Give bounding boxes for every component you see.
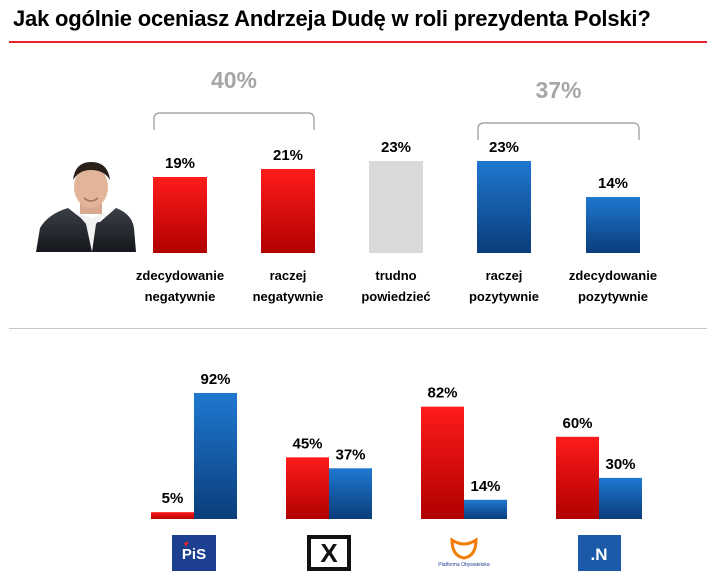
- party-value-label: 5%: [162, 490, 184, 507]
- rating-category-label: negatywnie: [145, 289, 216, 304]
- rating-category-label: zdecydowanie: [136, 268, 224, 283]
- chart-title: Jak ogólnie oceniasz Andrzeja Dudę w rol…: [13, 6, 651, 31]
- rating-value-label: 21%: [273, 147, 303, 164]
- rating-bar: [369, 161, 423, 253]
- kukiz-logo: X: [307, 535, 351, 571]
- rating-value-label: 23%: [489, 139, 519, 156]
- party-value-label: 60%: [562, 415, 592, 432]
- rating-category-label: pozytywnie: [578, 289, 648, 304]
- po-logo-mark: [450, 537, 478, 560]
- group-bracket: [153, 112, 315, 130]
- pis-logo-background: [172, 535, 216, 571]
- rating-category-label: pozytywnie: [469, 289, 539, 304]
- party-value-label: 82%: [427, 385, 457, 402]
- title-underline: [9, 41, 707, 43]
- nowoczesna-logo: .N: [578, 535, 621, 571]
- rating-bar: [586, 197, 640, 253]
- pis-logo-text: PiS: [182, 546, 206, 563]
- po-logo: Platforma Obywatelska: [438, 537, 490, 568]
- party-bar-negatywnie: [556, 436, 599, 519]
- rating-bar: [261, 169, 315, 253]
- party-bar-negatywnie: [286, 457, 329, 519]
- rating-category-label: negatywnie: [253, 289, 324, 304]
- group-total-label: 37%: [535, 77, 581, 103]
- kukiz-logo-text: X: [320, 538, 338, 568]
- pis-logo-accent: [184, 541, 189, 547]
- party-chart: 5% 92% 45% 37% 82% 14% 60% 30% PiS X Platforma Oby…: [151, 371, 642, 571]
- section-divider: [9, 328, 707, 329]
- party-value-label: 14%: [470, 478, 500, 495]
- rating-category-label: powiedzieć: [361, 289, 430, 304]
- rating-category-label: trudno: [375, 268, 416, 283]
- rating-category-label: raczej: [486, 268, 523, 283]
- rating-chart: 19% zdecydowanie negatywnie 21% raczej negaty…: [136, 67, 657, 304]
- group-bracket: [477, 122, 640, 140]
- rating-category-label: raczej: [270, 268, 307, 283]
- party-bar-pozytywnie: [464, 499, 507, 519]
- nowoczesna-logo-text: .N: [591, 545, 608, 564]
- nowoczesna-logo-background: [578, 535, 621, 571]
- party-value-label: 30%: [605, 456, 635, 473]
- po-logo-text: Platforma Obywatelska: [438, 562, 490, 568]
- party-bar-negatywnie: [151, 512, 194, 519]
- party-value-label: 37%: [335, 446, 365, 463]
- party-value-label: 45%: [292, 435, 322, 452]
- kukiz-logo-inner: [311, 539, 347, 567]
- rating-bar: [153, 177, 207, 253]
- president-portrait: [36, 162, 136, 252]
- party-bar-negatywnie: [421, 406, 464, 519]
- group-total-label: 40%: [211, 67, 257, 93]
- rating-value-label: 19%: [165, 155, 195, 172]
- party-bar-pozytywnie: [329, 468, 372, 519]
- party-value-label: 92%: [200, 371, 230, 388]
- rating-bar: [477, 161, 531, 253]
- rating-value-label: 14%: [598, 175, 628, 192]
- rating-category-label: zdecydowanie: [569, 268, 657, 283]
- pis-logo: PiS: [172, 535, 216, 571]
- party-bar-pozytywnie: [599, 477, 642, 519]
- rating-value-label: 23%: [381, 139, 411, 156]
- party-bar-pozytywnie: [194, 392, 237, 519]
